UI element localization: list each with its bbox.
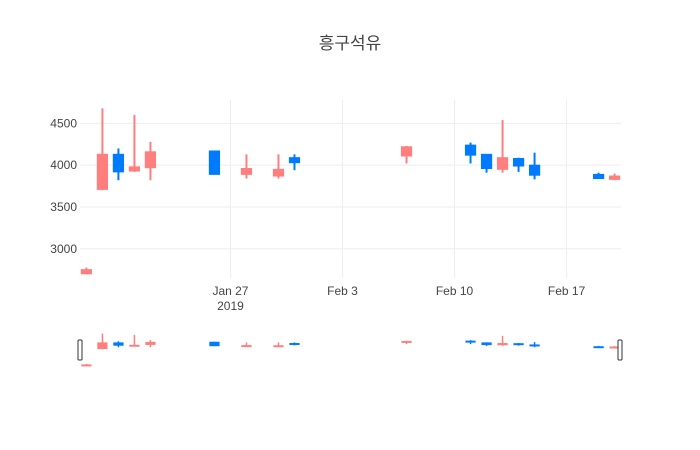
mini-candle xyxy=(209,341,220,347)
range-slider-preview xyxy=(81,333,620,367)
candle-decreasing xyxy=(128,115,141,172)
mini-candle-body xyxy=(97,342,108,350)
candle-body xyxy=(480,153,493,170)
mini-candle xyxy=(289,342,300,346)
candle-body xyxy=(288,157,301,164)
mini-candle xyxy=(113,341,124,348)
mini-candle xyxy=(593,345,604,349)
candle-body xyxy=(400,146,413,157)
mini-candle-body xyxy=(465,340,476,343)
mini-candle xyxy=(465,340,476,345)
range-slider-right-handle[interactable] xyxy=(617,339,623,361)
y-axis-ticks: 3000 3500 4000 4500 xyxy=(50,116,77,255)
candle-body xyxy=(144,151,157,169)
y-tick-label: 3500 xyxy=(50,200,77,214)
mini-candle-body xyxy=(593,346,604,349)
grid-lines xyxy=(80,100,621,278)
x-tick-label: Jan 27 xyxy=(212,284,248,298)
candle-increasing xyxy=(528,152,541,180)
mini-candle xyxy=(97,333,108,350)
candle-body xyxy=(240,168,253,175)
mini-candle-body xyxy=(513,343,524,346)
x-tick-label: Feb 17 xyxy=(548,284,586,298)
candles xyxy=(80,108,621,275)
candle-decreasing xyxy=(496,120,509,173)
candle-decreasing xyxy=(80,267,93,275)
mini-candle-body xyxy=(209,341,220,347)
mini-candle-body xyxy=(401,340,412,343)
mini-candle xyxy=(497,335,508,346)
mini-candle xyxy=(609,346,620,349)
mini-candle-body xyxy=(273,345,284,348)
candle-increasing xyxy=(512,157,525,172)
mini-candle xyxy=(273,342,284,348)
candle-increasing xyxy=(464,142,477,164)
mini-candle-body xyxy=(609,346,620,349)
range-slider-left-handle[interactable] xyxy=(77,339,83,361)
mini-candle-body xyxy=(113,342,124,346)
candle-body xyxy=(496,157,509,170)
chart-title: 흥구석유 xyxy=(319,34,382,54)
candle-increasing xyxy=(288,154,301,171)
mini-candle xyxy=(129,334,140,347)
mini-candle-body xyxy=(129,344,140,347)
mini-candle xyxy=(241,342,252,348)
candle-body xyxy=(272,168,285,177)
candle-body xyxy=(592,173,605,180)
candle-increasing xyxy=(480,153,493,173)
candle-decreasing xyxy=(96,108,109,191)
candle-decreasing xyxy=(608,173,621,181)
range-slider[interactable] xyxy=(77,332,623,367)
mini-candle-body xyxy=(529,344,540,347)
mini-candle-body xyxy=(81,364,92,367)
x-tick-label: Feb 3 xyxy=(327,284,358,298)
mini-candle-body xyxy=(241,345,252,348)
y-tick-label: 3000 xyxy=(50,242,77,256)
y-tick-label: 4000 xyxy=(50,158,77,172)
range-slider-track[interactable] xyxy=(80,332,621,366)
mini-candle-body xyxy=(289,343,300,346)
candle-body xyxy=(608,175,621,180)
mini-candle xyxy=(81,364,92,367)
candle-decreasing xyxy=(400,145,413,164)
mini-candle xyxy=(481,342,492,346)
candle-body xyxy=(112,153,125,173)
mini-candle xyxy=(401,340,412,345)
mini-candle xyxy=(145,339,156,348)
candle-decreasing xyxy=(144,141,157,181)
mini-candle xyxy=(513,343,524,346)
candle-increasing xyxy=(208,150,221,175)
candle-decreasing xyxy=(240,154,253,179)
candle-body xyxy=(80,269,93,275)
mini-candle xyxy=(529,342,540,348)
candle-body xyxy=(512,157,525,167)
candle-body xyxy=(528,164,541,176)
mini-candle-body xyxy=(497,343,508,346)
candle-body xyxy=(208,150,221,175)
candle-increasing xyxy=(112,148,125,181)
mini-candle-body xyxy=(145,341,156,345)
candle-decreasing xyxy=(272,154,285,179)
candle-body xyxy=(128,166,141,172)
mini-candle-body xyxy=(481,342,492,346)
x-tick-label: Feb 10 xyxy=(436,284,474,298)
y-tick-label: 4500 xyxy=(50,116,77,130)
x-tick-sublabel: 2019 xyxy=(217,299,244,313)
candle-body xyxy=(96,153,109,190)
candle-increasing xyxy=(592,172,605,180)
candle-body xyxy=(464,144,477,156)
